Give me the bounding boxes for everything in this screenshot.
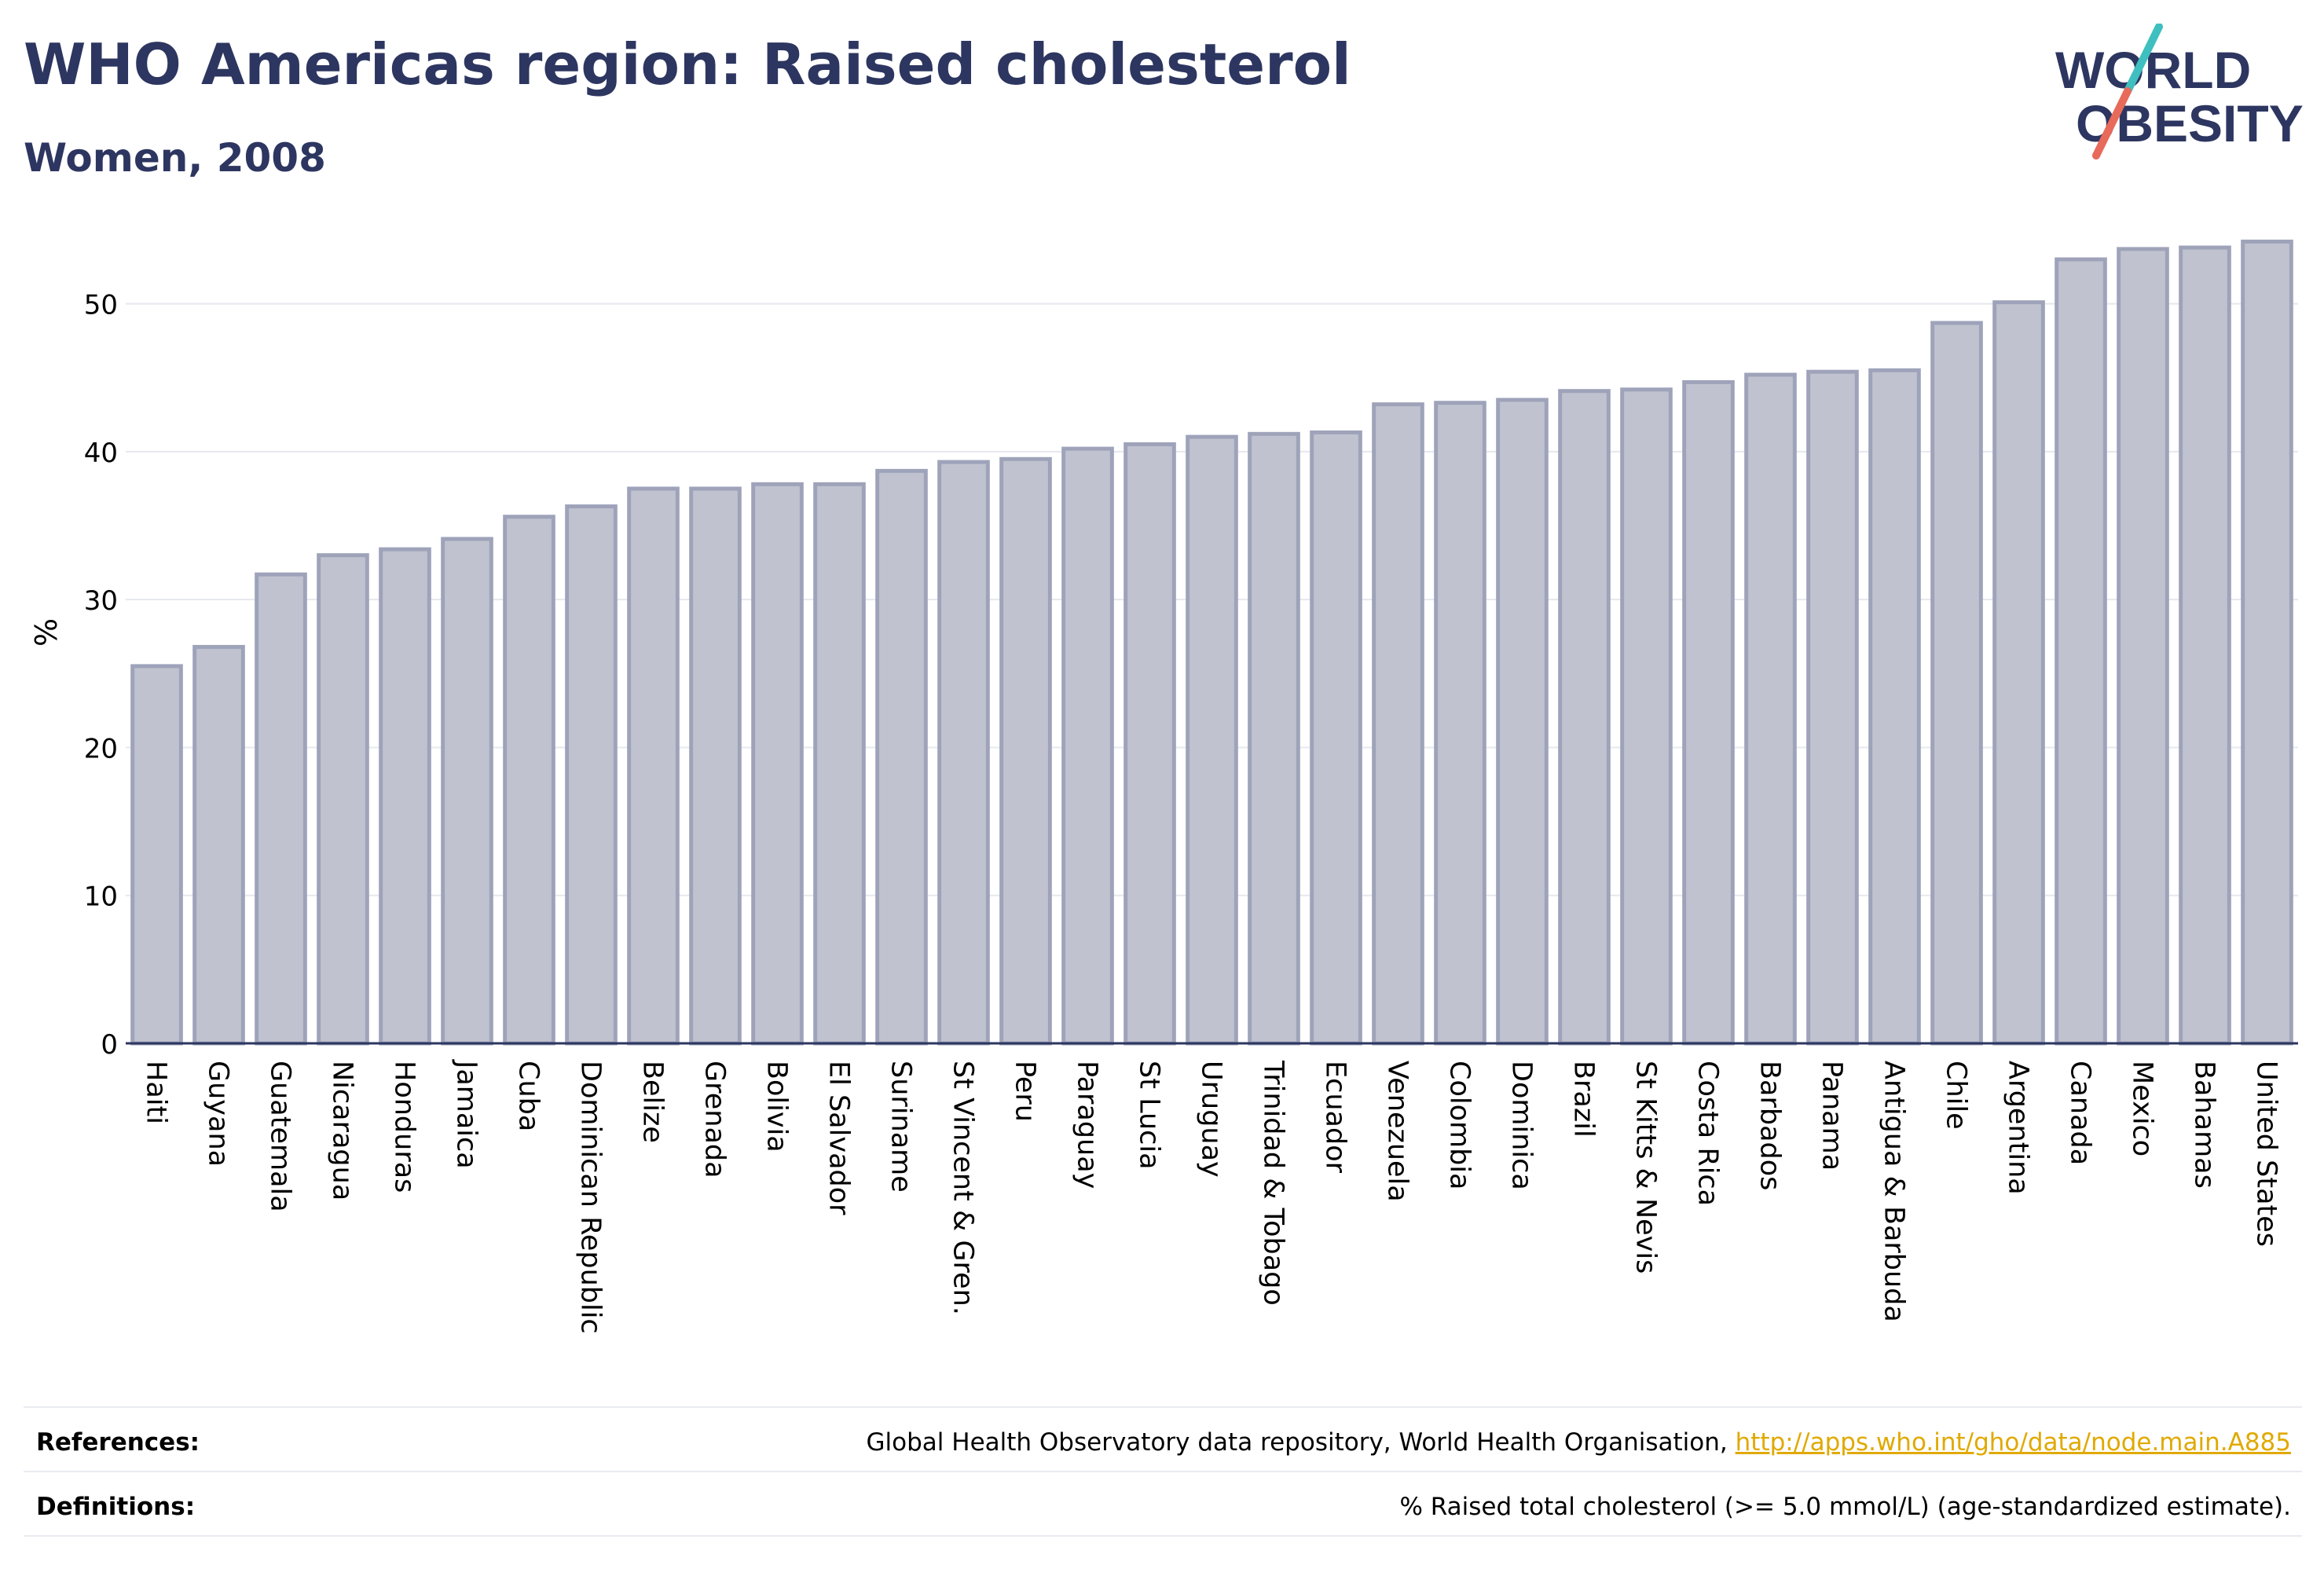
bar: [1682, 379, 1735, 1046]
bar: [999, 456, 1052, 1046]
bar: [1992, 300, 2045, 1046]
bar: [1434, 401, 1486, 1046]
bar: [1310, 430, 1362, 1046]
definitions-row: Definitions: % Raised total cholesterol …: [36, 1485, 2291, 1532]
y-tick-label: 10: [84, 881, 118, 913]
logo-text-world: WORLD: [2055, 41, 2251, 99]
x-tick-label: Brazil: [1568, 1061, 1600, 1138]
x-tick-label: Costa Rica: [1692, 1061, 1724, 1206]
x-tick-label: Peru: [1010, 1061, 1041, 1122]
bar: [503, 515, 555, 1046]
bar: [1061, 446, 1114, 1046]
bar: [1124, 442, 1176, 1046]
x-tick-label: Panama: [1816, 1061, 1848, 1171]
bar: [875, 468, 928, 1046]
definitions-label: Definitions:: [36, 1493, 196, 1521]
bar: [1248, 431, 1300, 1046]
x-tick-label: Suriname: [885, 1061, 917, 1193]
axis-layer: 0 10 20 30 40 50 Haiti Guyana Guatemala Nicaragua…: [84, 290, 2298, 1334]
x-tick-label: Honduras: [389, 1061, 420, 1193]
definitions-value: % Raised total cholesterol (>= 5.0 mmol/…: [1399, 1493, 2291, 1521]
bar-layer: [130, 240, 2293, 1046]
references-text: Global Health Observatory data repositor…: [866, 1428, 1736, 1457]
world-obesity-logo: WORLD OBESITY: [2055, 24, 2304, 159]
bar: [192, 644, 245, 1046]
x-tick-label: Colombia: [1444, 1061, 1475, 1189]
bar: [1868, 368, 1921, 1046]
y-tick-label: 40: [84, 438, 118, 469]
x-tick-label: Barbados: [1754, 1061, 1786, 1190]
bar: [379, 547, 431, 1046]
x-tick-label: St Vincent & Gren.: [948, 1061, 979, 1315]
bar: [2241, 240, 2293, 1046]
references-row: References: Global Health Observatory da…: [36, 1420, 2291, 1468]
x-tick-label: Guatemala: [265, 1061, 296, 1212]
x-tick-label: Ecuador: [1320, 1061, 1351, 1174]
bar: [1186, 434, 1238, 1046]
bar: [565, 504, 618, 1046]
bar: [1744, 372, 1797, 1046]
bar: [317, 553, 369, 1046]
bar: [813, 482, 866, 1046]
bar-chart: 0 10 20 30 40 50 Haiti Guyana Guatemala Nicaragua…: [29, 240, 2298, 1334]
x-tick-label: Antigua & Barbuda: [1879, 1061, 1910, 1322]
chart-title: WHO Americas region: Raised cholesterol: [24, 31, 1351, 97]
x-tick-label: Argentina: [2003, 1061, 2034, 1195]
x-tick-label: El Salvador: [823, 1061, 855, 1215]
bar: [2117, 247, 2169, 1046]
x-tick-label: Trinidad & Tobago: [1258, 1060, 1289, 1306]
logo-slash-teal: [2124, 24, 2163, 95]
x-tick-label: Chile: [1941, 1061, 1972, 1130]
x-tick-label: Nicaragua: [327, 1061, 358, 1200]
y-tick-label: 0: [101, 1029, 118, 1061]
footer-divider-bottom: [24, 1535, 2302, 1537]
x-tick-label: Haiti: [141, 1061, 172, 1124]
bar: [751, 482, 804, 1046]
bar: [1372, 402, 1424, 1046]
y-tick-label: 30: [84, 585, 118, 617]
bar: [255, 572, 307, 1046]
bar: [130, 664, 183, 1046]
references-label: References:: [36, 1428, 200, 1457]
footer-divider-top: [24, 1406, 2302, 1408]
logo-slash-coral: [2092, 87, 2132, 159]
x-tick-label: Cuba: [513, 1061, 544, 1131]
bar: [1620, 387, 1673, 1046]
x-tick-label: Paraguay: [1072, 1061, 1103, 1189]
y-axis-label: %: [29, 618, 64, 647]
x-tick-label: Guyana: [203, 1061, 234, 1167]
x-tick-label: Jamaica: [451, 1059, 482, 1169]
bar: [1806, 369, 1859, 1046]
bar: [627, 486, 680, 1046]
bar: [1558, 389, 1611, 1046]
x-tick-label: Venezuela: [1382, 1061, 1413, 1202]
y-tick-label: 20: [84, 733, 118, 764]
footer-divider-middle: [24, 1471, 2302, 1472]
x-tick-label: Canada: [2065, 1061, 2096, 1165]
x-tick-label: Dominican Republic: [575, 1061, 607, 1334]
x-tick-label: Dominica: [1506, 1061, 1538, 1190]
references-link[interactable]: http://apps.who.int/gho/data/node.main.A…: [1735, 1428, 2291, 1457]
bar: [1930, 321, 1983, 1046]
bar: [937, 460, 990, 1046]
x-tick-label: Belize: [637, 1061, 669, 1143]
x-tick-label: United States: [2251, 1061, 2282, 1247]
bar: [2055, 257, 2107, 1046]
x-tick-label: Uruguay: [1196, 1061, 1227, 1178]
x-tick-label: St Lucia: [1134, 1061, 1165, 1170]
bar: [689, 486, 742, 1046]
x-tick-label: Bolivia: [761, 1061, 793, 1153]
x-tick-label: St Kitts & Nevis: [1630, 1061, 1662, 1274]
x-tick-label: Bahamas: [2189, 1061, 2220, 1189]
chart-subtitle: Women, 2008: [24, 135, 326, 181]
y-tick-label: 50: [84, 290, 118, 321]
bar: [441, 537, 493, 1046]
references-value: Global Health Observatory data repositor…: [867, 1428, 2291, 1457]
bar: [1496, 398, 1549, 1046]
x-tick-label: Mexico: [2127, 1061, 2158, 1156]
x-tick-label: Grenada: [699, 1061, 731, 1178]
bar: [2179, 245, 2231, 1046]
